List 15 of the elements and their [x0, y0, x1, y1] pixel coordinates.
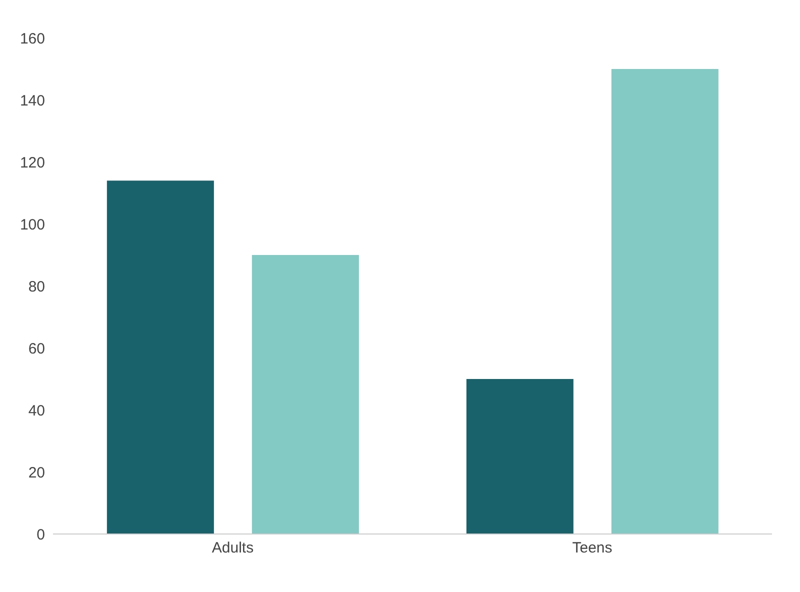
y-tick-label: 20 — [28, 464, 45, 482]
y-tick-label: 60 — [28, 340, 45, 358]
bar — [252, 255, 359, 534]
bar — [106, 180, 214, 534]
y-tick-label: 40 — [28, 402, 45, 420]
y-tick-label: 140 — [20, 92, 45, 110]
y-tick-label: 100 — [20, 216, 45, 234]
x-tick-label: Teens — [572, 540, 612, 557]
bar — [611, 69, 718, 534]
bar — [466, 379, 574, 534]
y-tick-label: 120 — [20, 154, 45, 172]
y-tick-label: 0 — [36, 526, 45, 544]
x-tick-label: Adults — [212, 540, 254, 557]
y-tick-label: 80 — [28, 278, 45, 296]
y-tick-label: 160 — [20, 30, 45, 48]
